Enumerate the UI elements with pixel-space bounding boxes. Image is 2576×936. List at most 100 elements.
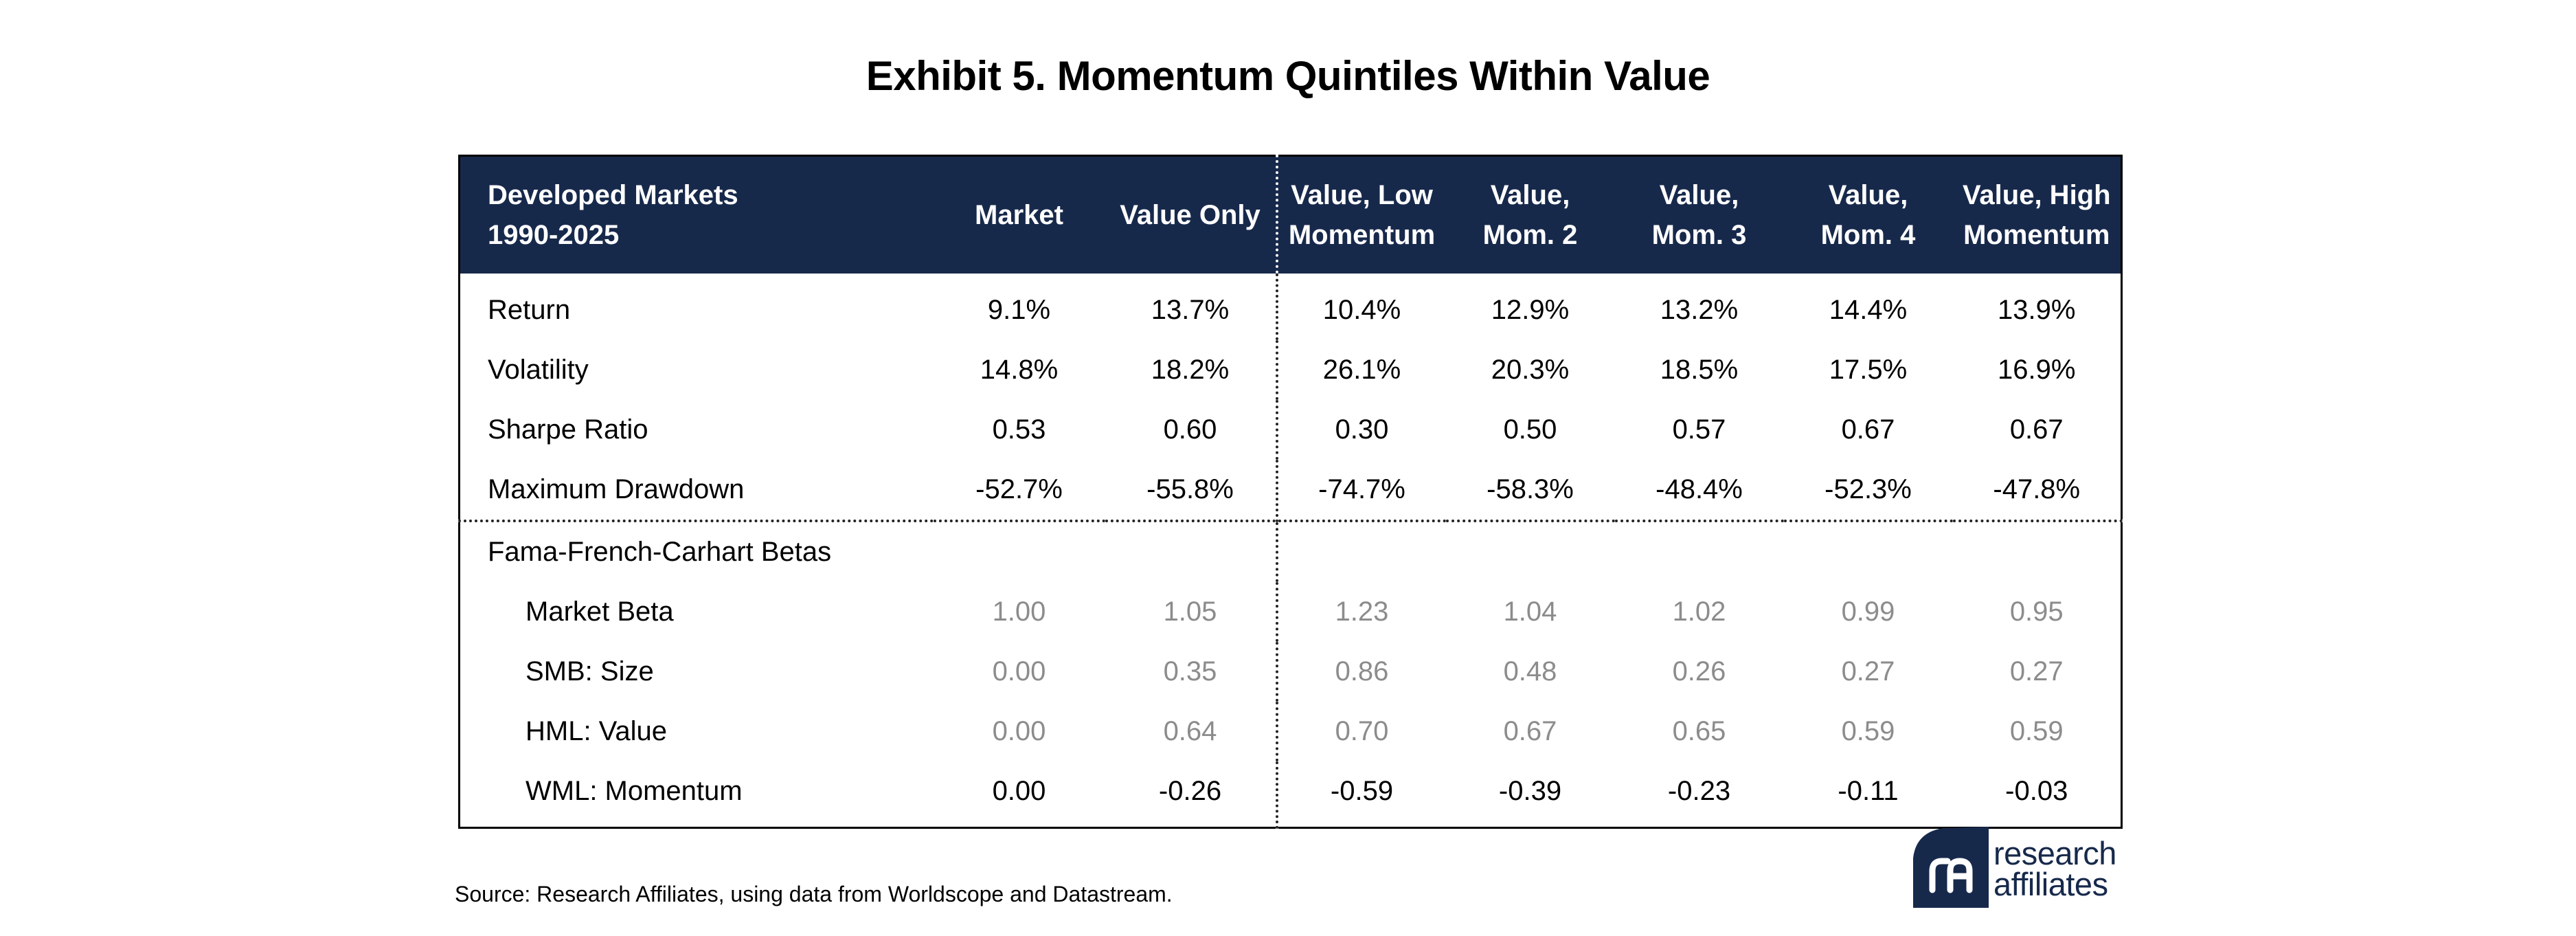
table-cell: 1.00 xyxy=(992,597,1046,627)
table-cell: 0.65 xyxy=(1672,716,1726,746)
table-cell: -0.03 xyxy=(2005,776,2068,806)
table-cell: 1.05 xyxy=(1163,597,1217,627)
table-cell: 13.7% xyxy=(1151,295,1230,325)
table-cell: 0.67 xyxy=(1503,716,1557,746)
logo-wordmark: research affiliates xyxy=(1993,837,2116,902)
table-cell: 10.4% xyxy=(1275,274,1446,340)
table-cell: -0.11 xyxy=(1838,776,1899,806)
header-col-value-only: Value Only xyxy=(1105,155,1277,274)
table-row-sharpe-ratio: Sharpe Ratio 0.53 0.60 0.30 0.50 0.57 0.67 0.67 xyxy=(460,400,2122,460)
header-label-cell: Developed Markets 1990-2025 xyxy=(459,155,934,274)
table-row-smb-size: SMB: Size 0.00 0.35 0.86 0.48 0.26 0.27 0.27 xyxy=(460,642,2122,702)
table-cell-empty xyxy=(1952,520,2122,582)
table-cell: 1.04 xyxy=(1503,597,1557,627)
table-cell: 0.64 xyxy=(1163,716,1217,746)
table-row-market-beta: Market Beta 1.00 1.05 1.23 1.04 1.02 0.99 0.95 xyxy=(460,582,2122,642)
table-row-maximum-drawdown: Maximum Drawdown -52.7% -55.8% -74.7% -58.3%… xyxy=(460,460,2122,521)
table-cell: -0.39 xyxy=(1498,776,1562,806)
table-cell: 1.02 xyxy=(1672,597,1726,627)
table-body: Return 9.1% 13.7% 10.4% 12.9% 13.2% 14.4% 13.9%… xyxy=(459,274,2122,828)
logo-badge-icon xyxy=(1913,827,1989,908)
table-cell: -52.3% xyxy=(1824,474,1912,504)
table-cell: 0.57 xyxy=(1672,414,1726,445)
table-cell: 14.4% xyxy=(1829,295,1908,325)
header-text: Value, Low xyxy=(1291,180,1433,210)
table-cell: -0.59 xyxy=(1275,761,1446,828)
table-cell: 1.23 xyxy=(1275,582,1446,642)
table-cell: 12.9% xyxy=(1491,295,1570,325)
table-cell: 0.67 xyxy=(2009,414,2064,445)
table-cell: 0.50 xyxy=(1503,414,1557,445)
exhibit-title: Exhibit 5. Momentum Quintiles Within Val… xyxy=(866,53,1710,99)
table-row-volatility: Volatility 14.8% 18.2% 26.1% 20.3% 18.5% 17.5%… xyxy=(460,340,2122,400)
table-cell: 0.00 xyxy=(992,776,1046,806)
row-label: Maximum Drawdown xyxy=(488,474,745,504)
table-cell: 18.5% xyxy=(1660,355,1739,385)
table-cell: 0.99 xyxy=(1841,597,1895,627)
row-label: WML: Momentum xyxy=(526,776,743,806)
table-row-hml-value: HML: Value 0.00 0.64 0.70 0.67 0.65 0.59 0.59 xyxy=(460,702,2122,761)
header-text: Value, xyxy=(1490,180,1570,210)
table-cell: 16.9% xyxy=(1998,355,2076,385)
table-cell: -58.3% xyxy=(1487,474,1574,504)
header-text: Mom. 2 xyxy=(1482,220,1578,250)
table-cell: 13.9% xyxy=(1998,295,2076,325)
table-cell: 0.30 xyxy=(1275,400,1446,460)
table-cell-empty xyxy=(933,520,1105,582)
header-col-value-high-momentum: Value, High Momentum xyxy=(1952,155,2122,274)
table-cell: -48.4% xyxy=(1656,474,1743,504)
row-label: SMB: Size xyxy=(526,656,654,687)
table-cell: 17.5% xyxy=(1829,355,1908,385)
header-text: Value, High xyxy=(1962,180,2111,210)
table-cell: 0.27 xyxy=(1841,656,1895,687)
header-label-line1: Developed Markets xyxy=(488,180,738,210)
table-cell: 0.60 xyxy=(1163,414,1217,445)
row-label: Return xyxy=(488,295,571,325)
table-cell: 0.48 xyxy=(1503,656,1557,687)
logo-line2: affiliates xyxy=(1993,866,2108,902)
row-label: Volatility xyxy=(488,355,589,385)
table-row-beta-section: Fama-French-Carhart Betas xyxy=(459,520,2122,582)
header-col-market: Market xyxy=(933,155,1105,274)
research-affiliates-logo: research affiliates xyxy=(1913,827,2140,909)
table-cell: 0.70 xyxy=(1275,702,1446,761)
table-cell: -0.26 xyxy=(1158,776,1222,806)
table-cell: 0.26 xyxy=(1672,656,1726,687)
header-text: Value Only xyxy=(1120,200,1261,230)
table-cell: 0.95 xyxy=(2009,597,2064,627)
header-label-line2: 1990-2025 xyxy=(488,220,620,250)
table-cell: 13.2% xyxy=(1660,295,1739,325)
table-cell: 0.59 xyxy=(1841,716,1895,746)
table-cell: 0.35 xyxy=(1163,656,1217,687)
row-label: Sharpe Ratio xyxy=(488,414,648,445)
momentum-quintiles-table: Developed Markets 1990-2025 Market Value… xyxy=(458,155,2123,829)
table-row-wml-momentum: WML: Momentum 0.00 -0.26 -0.59 -0.39 -0.23 -0.… xyxy=(460,761,2122,828)
table-cell-empty xyxy=(1614,520,1784,582)
header-col-value-mom-4: Value, Mom. 4 xyxy=(1783,155,1953,274)
table-cell: 18.2% xyxy=(1151,355,1230,385)
header-text: Momentum xyxy=(1963,220,2110,250)
table-cell: -0.23 xyxy=(1667,776,1731,806)
table-cell: -47.8% xyxy=(1993,474,2081,504)
table-cell-empty xyxy=(1275,520,1446,582)
header-text: Value, xyxy=(1828,180,1908,210)
table-cell: 9.1% xyxy=(987,295,1051,325)
header-text: Momentum xyxy=(1288,220,1436,250)
table-cell: 0.86 xyxy=(1275,642,1446,702)
row-label: HML: Value xyxy=(526,716,668,746)
table-cell: 26.1% xyxy=(1275,340,1446,400)
table-cell-empty xyxy=(1105,520,1277,582)
table-cell: -74.7% xyxy=(1275,460,1446,521)
table-cell: 0.53 xyxy=(992,414,1046,445)
table-cell-empty xyxy=(1783,520,1953,582)
table-cell: 0.00 xyxy=(992,656,1046,687)
table-cell: -52.7% xyxy=(975,474,1063,504)
header-col-value-mom-3: Value, Mom. 3 xyxy=(1614,155,1784,274)
row-label: Market Beta xyxy=(526,597,674,627)
header-text: Mom. 3 xyxy=(1651,220,1747,250)
table-row-return: Return 9.1% 13.7% 10.4% 12.9% 13.2% 14.4% 13.9% xyxy=(460,274,2122,340)
section-label: Fama-French-Carhart Betas xyxy=(459,520,934,582)
table-cell: 0.00 xyxy=(992,716,1046,746)
table-cell: 14.8% xyxy=(980,355,1059,385)
header-text: Market xyxy=(975,200,1063,230)
